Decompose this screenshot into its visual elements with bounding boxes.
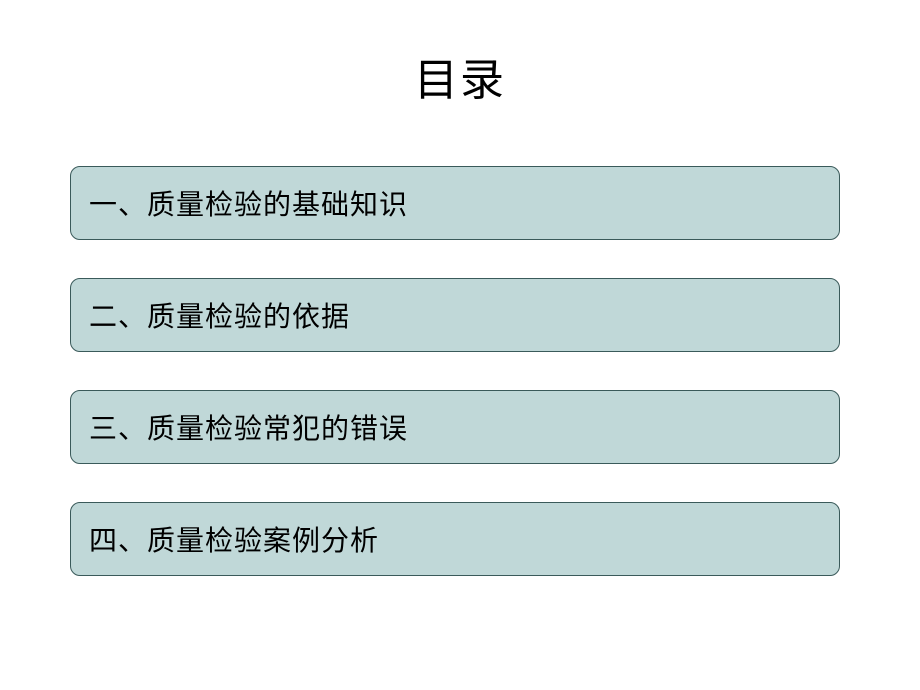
toc-item: 三、质量检验常犯的错误 [70,390,840,464]
toc-item: 四、质量检验案例分析 [70,502,840,576]
toc-item: 一、质量检验的基础知识 [70,166,840,240]
toc-list: 一、质量检验的基础知识 二、质量检验的依据 三、质量检验常犯的错误 四、质量检验… [0,166,920,576]
toc-item: 二、质量检验的依据 [70,278,840,352]
slide: 目录 一、质量检验的基础知识 二、质量检验的依据 三、质量检验常犯的错误 四、质… [0,0,920,690]
page-title: 目录 [0,44,920,108]
